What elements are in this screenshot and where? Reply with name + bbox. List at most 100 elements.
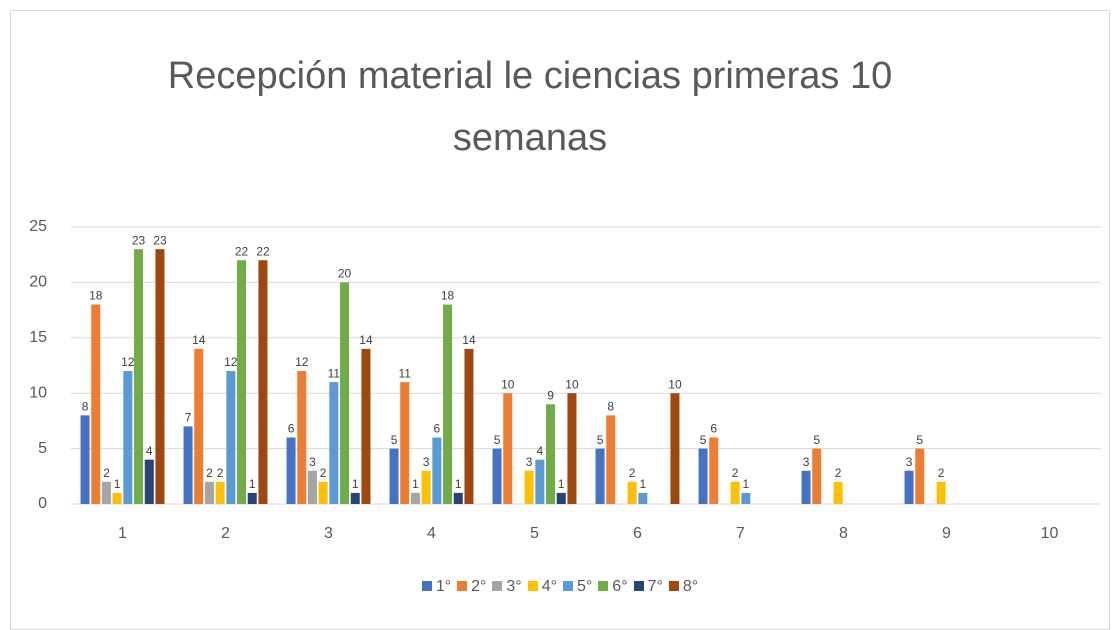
bar <box>524 470 534 504</box>
bar <box>204 481 214 504</box>
bar <box>134 249 144 504</box>
legend-label: 2° <box>471 578 487 595</box>
data-label: 23 <box>153 233 167 247</box>
legend-swatch <box>668 581 679 591</box>
legend-label: 3° <box>506 578 522 595</box>
data-label: 14 <box>462 333 476 347</box>
y-tick-label: 10 <box>29 384 47 401</box>
legend-item: 4° <box>527 578 557 596</box>
y-tick-label: 15 <box>29 329 47 346</box>
bar <box>258 260 268 504</box>
data-label: 22 <box>256 244 270 258</box>
legend-label: 7° <box>647 578 663 595</box>
data-label: 3 <box>526 455 533 469</box>
data-label: 22 <box>235 244 249 258</box>
x-tick-label: 8 <box>839 525 848 542</box>
data-label: 5 <box>597 433 604 447</box>
y-tick-label: 20 <box>29 274 47 291</box>
bar <box>801 470 811 504</box>
data-label: 10 <box>668 377 682 391</box>
data-label: 6 <box>710 422 717 436</box>
bar <box>638 492 648 504</box>
data-label: 2 <box>938 466 945 480</box>
bar <box>123 371 133 504</box>
data-label: 10 <box>565 377 579 391</box>
data-label: 5 <box>391 433 398 447</box>
bar <box>340 282 350 504</box>
bar <box>286 437 296 504</box>
data-label: 1 <box>352 477 359 491</box>
data-label: 11 <box>328 366 341 380</box>
legend-swatch <box>457 581 468 591</box>
bar <box>546 404 556 504</box>
legend-swatch <box>492 581 503 591</box>
data-label: 1 <box>412 477 419 491</box>
legend-item: 7° <box>633 578 663 596</box>
data-label: 12 <box>121 355 135 369</box>
data-label: 12 <box>295 355 309 369</box>
y-tick-label: 5 <box>38 440 47 457</box>
bar <box>453 492 463 504</box>
bar <box>247 492 257 504</box>
bar <box>329 382 339 504</box>
bar <box>307 470 317 504</box>
bar <box>155 249 165 504</box>
data-label: 8 <box>607 400 614 414</box>
bar <box>144 459 154 504</box>
data-label: 3 <box>906 455 913 469</box>
data-label: 18 <box>89 289 103 303</box>
data-label: 5 <box>916 433 923 447</box>
data-label: 1 <box>640 477 647 491</box>
bar <box>400 382 410 504</box>
data-label: 3 <box>309 455 316 469</box>
data-label: 4 <box>146 444 153 458</box>
data-label: 2 <box>217 466 224 480</box>
bar <box>556 492 566 504</box>
bar <box>432 437 442 504</box>
data-label: 11 <box>399 366 412 380</box>
data-label: 18 <box>441 289 455 303</box>
legend-swatch <box>598 581 609 591</box>
data-label: 1 <box>249 477 256 491</box>
data-label: 3 <box>423 455 430 469</box>
bar <box>215 481 225 504</box>
bar <box>627 481 637 504</box>
legend-item: 5° <box>563 578 592 596</box>
bar <box>183 426 193 504</box>
bar <box>595 448 605 504</box>
data-label: 23 <box>132 233 146 247</box>
data-label: 5 <box>700 433 707 447</box>
x-tick-label: 7 <box>736 525 745 542</box>
legend-swatch <box>563 581 573 591</box>
data-label: 2 <box>835 466 842 480</box>
legend-swatch <box>633 581 644 591</box>
bar <box>226 371 236 504</box>
data-label: 14 <box>359 333 373 347</box>
data-label: 1 <box>455 477 462 491</box>
bar <box>915 448 925 504</box>
x-tick-label: 4 <box>427 525 436 542</box>
bar <box>730 481 740 504</box>
x-tick-label: 3 <box>324 525 333 542</box>
data-label: 20 <box>338 267 352 281</box>
bar <box>297 371 307 504</box>
data-label: 4 <box>537 444 544 458</box>
data-label: 5 <box>494 433 501 447</box>
bar <box>503 393 513 504</box>
bar <box>606 415 616 504</box>
x-tick-label: 10 <box>1041 525 1059 542</box>
x-tick-label: 2 <box>221 525 230 542</box>
data-label: 5 <box>813 433 820 447</box>
bar <box>91 304 101 504</box>
legend-swatch <box>421 581 432 591</box>
legend: 1° 2° 3° 4° 5° 6° 7° 8° <box>0 578 1120 596</box>
data-label: 14 <box>192 333 206 347</box>
legend-label: 1° <box>435 578 452 595</box>
bar <box>833 481 843 504</box>
data-label: 3 <box>803 455 810 469</box>
bar <box>112 492 122 504</box>
data-label: 6 <box>434 422 441 436</box>
bar <box>670 393 680 504</box>
